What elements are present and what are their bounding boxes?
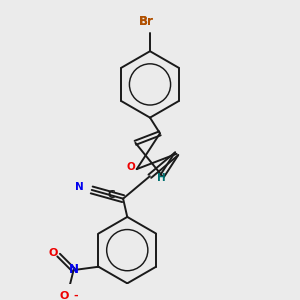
Text: Br: Br xyxy=(139,15,154,28)
Text: H: H xyxy=(157,173,166,183)
Text: O: O xyxy=(127,162,135,172)
Text: N: N xyxy=(69,263,79,276)
Text: -: - xyxy=(74,291,78,300)
Text: O: O xyxy=(60,291,69,300)
Text: Br: Br xyxy=(139,15,154,28)
Text: C: C xyxy=(107,190,115,200)
Text: O: O xyxy=(48,248,58,259)
Text: N: N xyxy=(76,182,84,192)
